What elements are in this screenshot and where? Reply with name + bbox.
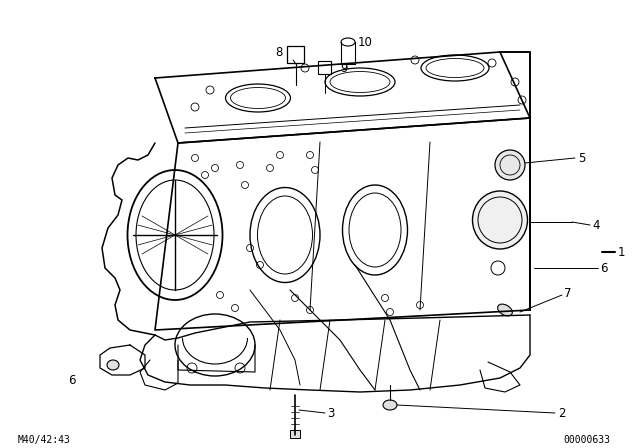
- Text: 00000633: 00000633: [563, 435, 610, 445]
- Bar: [290, 430, 300, 438]
- Ellipse shape: [498, 304, 513, 316]
- Text: 6: 6: [68, 374, 76, 387]
- Ellipse shape: [107, 360, 119, 370]
- Text: 4: 4: [592, 219, 600, 232]
- Ellipse shape: [472, 191, 527, 249]
- Bar: [287, 46, 304, 63]
- Text: M40/42:43: M40/42:43: [18, 435, 71, 445]
- Text: 3: 3: [327, 406, 334, 419]
- Text: 5: 5: [578, 151, 586, 164]
- Text: 10: 10: [358, 35, 373, 48]
- Text: 2: 2: [558, 406, 566, 419]
- Text: 8: 8: [275, 46, 282, 59]
- Text: 6: 6: [600, 262, 607, 275]
- Text: 1: 1: [618, 246, 625, 258]
- Ellipse shape: [383, 400, 397, 410]
- Text: 7: 7: [564, 287, 572, 300]
- Text: 9: 9: [340, 61, 348, 74]
- Circle shape: [495, 150, 525, 180]
- Bar: [318, 61, 331, 74]
